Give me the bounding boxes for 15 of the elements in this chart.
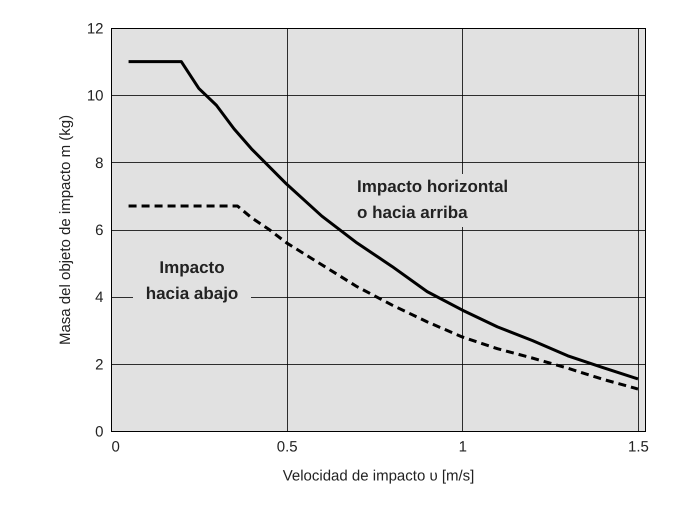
y-tick-label: 4 bbox=[95, 289, 104, 306]
x-axis-title: Velocidad de impacto υ [m/s] bbox=[282, 468, 474, 484]
y-tick-label: 0 bbox=[95, 424, 104, 440]
y-tick-label: 8 bbox=[95, 154, 104, 172]
y-tick-label: 10 bbox=[86, 88, 104, 105]
y-tick-label: 2 bbox=[95, 356, 104, 374]
annotation: Impacto hacia abajo bbox=[146, 258, 238, 303]
y-axis-title: Masa del objeto de impacto m (kg) bbox=[56, 114, 74, 346]
y-tick-label: 6 bbox=[95, 222, 104, 239]
x-tick-label: 0.5 bbox=[276, 438, 298, 456]
x-tick-label: 0 bbox=[112, 438, 120, 456]
x-tick-label: 1.5 bbox=[628, 438, 649, 456]
annotation: Impacto horizontal o hacia arriba bbox=[357, 177, 508, 222]
y-tick-label: 12 bbox=[86, 20, 104, 38]
x-tick-label: 1 bbox=[458, 438, 467, 456]
